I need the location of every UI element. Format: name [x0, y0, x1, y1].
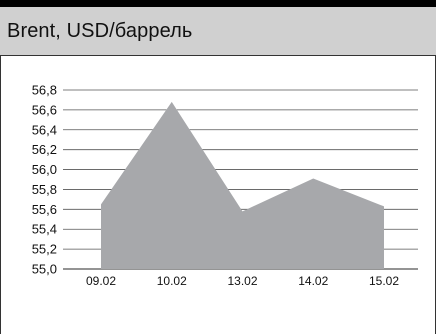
area-series	[100, 101, 385, 269]
price-chart: 55,0 55,2 55,4 55,6 55,8 56,0 56,2 56,4 56,6 56,8…	[32, 83, 418, 288]
y-tick-label: 55,4	[32, 222, 57, 237]
top-rule	[0, 0, 436, 7]
x-tick-label: 13.02	[227, 274, 257, 288]
y-tick-label: 56,2	[32, 142, 57, 157]
y-tick-label: 55,8	[32, 182, 57, 197]
y-tick-label: 55,0	[32, 262, 57, 277]
area-fill	[101, 101, 384, 269]
x-tick-label: 14.02	[298, 274, 328, 288]
x-tick-label: 15.02	[369, 274, 399, 288]
chart-header: Brent, USD/баррель	[0, 7, 436, 56]
x-tick-label: 09.02	[86, 274, 116, 288]
y-axis: 55,0 55,2 55,4 55,6 55,8 56,0 56,2 56,4 56,6 56,8	[32, 83, 57, 277]
y-tick-label: 55,2	[32, 242, 57, 257]
chart-title: Brent, USD/баррель	[7, 20, 193, 42]
panel-border-left	[0, 56, 1, 334]
y-tick-label: 56,0	[32, 162, 57, 177]
x-axis: 09.02 10.02 13.02 14.02 15.02	[86, 274, 399, 288]
y-tick-label: 55,6	[32, 202, 57, 217]
y-tick-label: 56,4	[32, 122, 57, 137]
y-tick-label: 56,8	[32, 83, 57, 98]
x-tick-label: 10.02	[157, 274, 187, 288]
y-tick-label: 56,6	[32, 102, 57, 117]
